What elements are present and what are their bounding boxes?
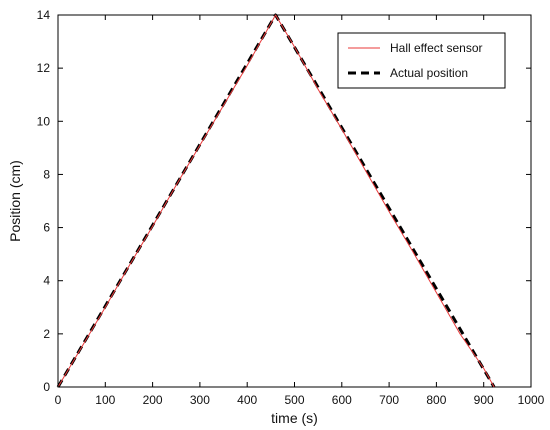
x-tick-label: 100 xyxy=(95,393,115,407)
legend-label-hall-effect-sensor: Hall effect sensor xyxy=(390,41,483,55)
series-line-hall-effect-sensor xyxy=(57,14,495,388)
legend-box xyxy=(337,32,506,89)
y-tick-label: 12 xyxy=(37,61,51,75)
x-tick-label: 400 xyxy=(237,393,257,407)
y-tick-label: 2 xyxy=(43,327,50,341)
y-tick-label: 6 xyxy=(43,221,50,235)
legend: Hall effect sensor Actual position xyxy=(337,32,506,89)
x-axis-label: time (s) xyxy=(271,410,318,426)
x-tick-label: 500 xyxy=(284,393,304,407)
y-axis-label: Position (cm) xyxy=(7,160,23,242)
x-tick-label: 800 xyxy=(426,393,446,407)
x-tick-label: 700 xyxy=(379,393,399,407)
series-layer xyxy=(56,13,496,388)
x-tick-label: 300 xyxy=(190,393,210,407)
y-tick-label: 10 xyxy=(37,114,51,128)
x-tick-label: 900 xyxy=(474,393,494,407)
x-tick-label: 200 xyxy=(143,393,163,407)
y-tick-label: 8 xyxy=(43,167,50,181)
y-tick-label: 0 xyxy=(43,380,50,394)
y-tick-label: 4 xyxy=(43,274,50,288)
tick-layer: 0 100 200 300 400 500 600 700 800 900 1000 0 2 4 6 8 10 1… xyxy=(37,8,545,407)
x-tick-label: 600 xyxy=(332,393,352,407)
y-tick-label: 14 xyxy=(37,8,51,22)
x-tick-label: 0 xyxy=(55,393,62,407)
legend-label-actual-position: Actual position xyxy=(390,66,468,80)
x-tick-label: 1000 xyxy=(518,393,545,407)
